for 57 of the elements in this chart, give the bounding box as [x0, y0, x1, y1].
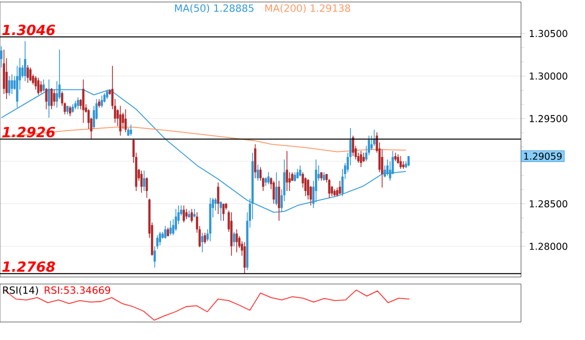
- candlestick: [190, 208, 193, 223]
- ref-line-label: 1.2768: [2, 261, 56, 272]
- candlestick: [217, 182, 220, 214]
- candlestick: [201, 232, 204, 253]
- candlestick: [275, 172, 278, 206]
- candlestick: [143, 170, 146, 192]
- candlestick: [338, 180, 341, 195]
- text: 1.29059: [524, 152, 562, 160]
- candlestick: [37, 77, 40, 96]
- candlestick: [304, 176, 307, 197]
- chart-subtitle: RSI:53.34669: [44, 286, 110, 294]
- candlestick: [0, 46, 2, 68]
- candlestick: [24, 40, 26, 82]
- candlestick: [256, 164, 259, 182]
- line-series: [0, 126, 406, 152]
- candlestick: [140, 170, 143, 194]
- candlestick: [299, 165, 302, 177]
- text: MA(50) 1.28885: [175, 4, 254, 14]
- candlestick: [174, 208, 177, 232]
- candlestick: [182, 205, 185, 223]
- candlestick: [164, 226, 166, 240]
- candlestick: [124, 108, 127, 133]
- candlestick: [76, 96, 80, 110]
- candlestick: [236, 228, 238, 253]
- y-tick-label: 1.28500: [530, 200, 568, 208]
- candlestick: [53, 89, 56, 106]
- candlestick: [8, 76, 10, 96]
- candlestick: [50, 88, 53, 110]
- y-tick-label: 1.30500: [530, 30, 568, 38]
- candlestick: [272, 180, 275, 204]
- ref-line-label: 1.3046: [2, 24, 56, 36]
- candlestick: [254, 144, 256, 179]
- candlestick: [373, 129, 376, 146]
- candlestick: [267, 172, 270, 185]
- y-tick-label: 1.30000: [530, 72, 568, 80]
- y-tick-label: 1.29500: [530, 115, 568, 122]
- candlestick: [400, 156, 402, 170]
- candlestick: [26, 64, 29, 84]
- candlestick: [40, 80, 42, 94]
- candlestick: [220, 200, 222, 222]
- candlestick: [286, 150, 288, 192]
- candlestick: [68, 105, 72, 116]
- candlestick: [130, 124, 132, 136]
- candlestick: [45, 88, 48, 110]
- y-tick-label: 1.28000: [530, 242, 568, 250]
- ref-line-label: 1.2926: [2, 126, 56, 138]
- candlestick: [407, 156, 410, 167]
- candlestick: [169, 220, 172, 236]
- candlestick: [100, 95, 103, 108]
- candlestick: [294, 172, 296, 182]
- text: MA(200) 1.29138: [265, 4, 350, 14]
- candlestick: [154, 246, 156, 268]
- chart-title: RSI(14): [3, 286, 38, 296]
- candlestick: [146, 176, 148, 198]
- candlestick: [82, 79, 84, 124]
- candlestick: [29, 67, 32, 82]
- candlestick: [119, 105, 122, 136]
